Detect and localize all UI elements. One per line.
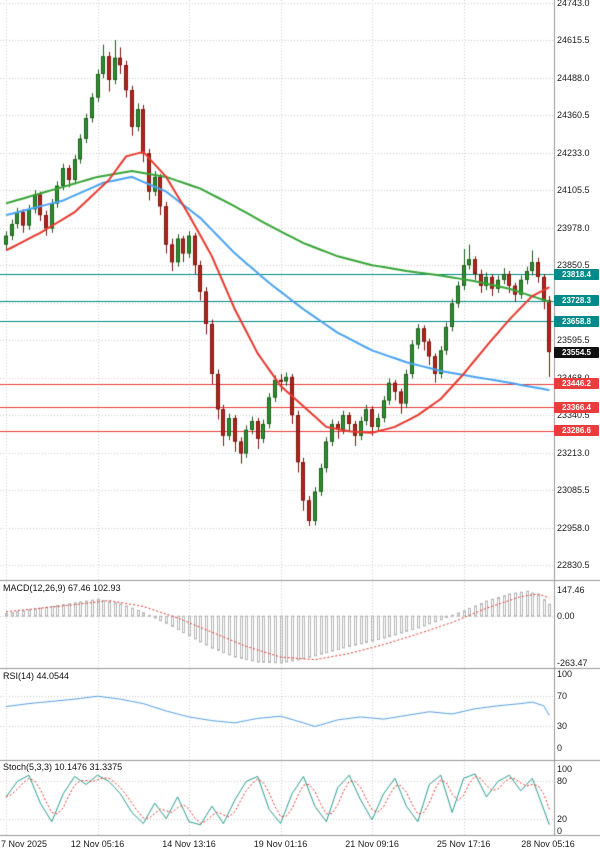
trading-chart: MACD(12,26,9) 67.46 102.93 RSI(14) 44.05… <box>0 0 600 857</box>
price-chart-canvas[interactable] <box>0 0 600 857</box>
